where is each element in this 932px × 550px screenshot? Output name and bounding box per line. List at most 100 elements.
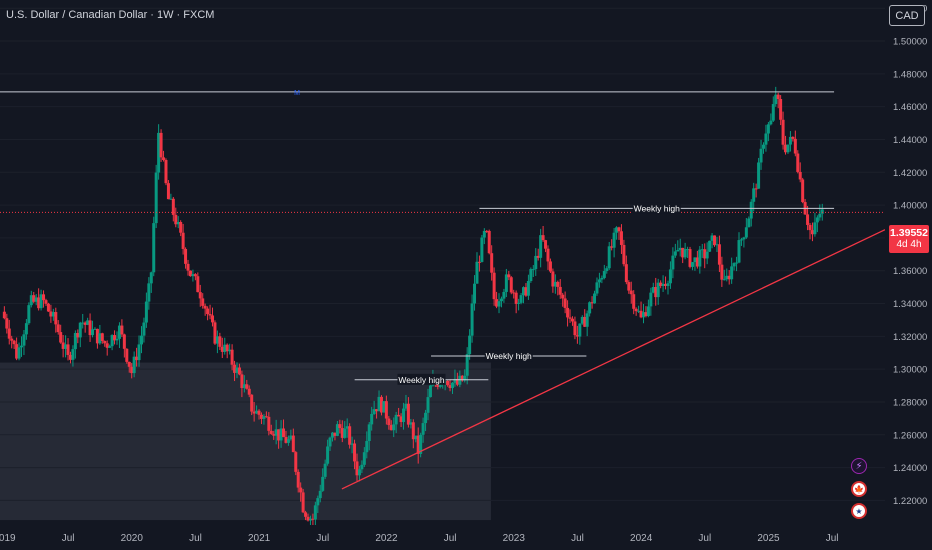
time-axis[interactable]: 2019 Jul 2020 Jul 2021 Jul 2022 Jul 2023 Jul 2024 J… — [0, 525, 885, 550]
candle-down — [166, 183, 170, 200]
currency-button[interactable]: CAD — [889, 5, 925, 26]
candle-up — [730, 266, 734, 280]
price-tick-label: 1.44000 — [893, 135, 927, 146]
candle-up — [615, 227, 619, 233]
candle-up — [350, 443, 354, 445]
candle-up — [330, 432, 334, 438]
candle-down — [406, 403, 410, 425]
flash-event-icon[interactable]: ⚡ — [851, 458, 867, 474]
candle-up — [526, 281, 530, 296]
level-label: Weekly high — [634, 203, 680, 213]
candle-up — [820, 209, 824, 214]
candle-up — [649, 292, 653, 307]
candle-up — [671, 255, 675, 270]
candle-down — [42, 294, 46, 301]
candle-up — [402, 408, 406, 423]
candle-down — [83, 322, 87, 325]
candle-down — [306, 516, 310, 521]
candle-up — [683, 249, 687, 258]
candle-down — [563, 298, 567, 308]
candle-up — [534, 255, 538, 270]
time-tick-label: 2020 — [121, 533, 144, 544]
candle-down — [113, 335, 117, 341]
candle-down — [218, 336, 222, 347]
price-tick-label: 1.32000 — [893, 332, 927, 343]
price-tick-label: 1.26000 — [893, 430, 927, 441]
price-axis[interactable]: 1.22000 1.24000 1.26000 1.28000 1.30000 1.320… — [885, 0, 932, 550]
candle-down — [695, 257, 699, 267]
candle-down — [416, 435, 420, 454]
candle-up — [749, 201, 753, 219]
candle-down — [49, 311, 53, 317]
candle-down — [492, 272, 496, 300]
candle-down — [575, 335, 579, 337]
candle-down — [544, 240, 548, 249]
candle-up — [742, 237, 746, 240]
candle-up — [600, 277, 604, 280]
candle-up — [690, 262, 694, 267]
candle-down — [54, 312, 58, 325]
candle-up — [453, 378, 457, 383]
candle-up — [147, 283, 151, 302]
candle-up — [29, 295, 33, 306]
current-price-label: 1.39552 — [890, 227, 928, 239]
candle-down — [120, 325, 124, 335]
candle-down — [203, 305, 207, 309]
candle-up — [818, 213, 822, 218]
price-tick-label: 1.36000 — [893, 266, 927, 277]
candle-down — [654, 286, 658, 298]
candle-up — [51, 312, 55, 317]
candle-down — [624, 264, 628, 283]
candle-down — [632, 294, 636, 309]
candle-down — [512, 292, 516, 294]
candle-up — [394, 414, 398, 425]
time-axis-bg — [0, 525, 885, 550]
candle-up — [93, 328, 97, 330]
us-flag-event-icon[interactable]: ★ — [851, 503, 867, 519]
candle-up — [497, 301, 501, 307]
candle-down — [375, 409, 379, 412]
price-tick-label: 1.40000 — [893, 201, 927, 212]
candle-up — [593, 293, 597, 304]
candle-down — [801, 179, 805, 203]
candle-down — [558, 286, 562, 295]
canada-flag-event-icon[interactable]: 🍁 — [851, 481, 867, 497]
candle-up — [335, 424, 339, 436]
candle-up — [365, 441, 369, 453]
candle-up — [242, 384, 246, 389]
candle-up — [607, 246, 611, 269]
candle-up — [132, 356, 136, 374]
candle-down — [659, 282, 663, 286]
candle-down — [2, 311, 6, 319]
candle-up — [228, 349, 232, 352]
candle-down — [37, 297, 41, 309]
candle-down — [213, 322, 217, 344]
candle-down — [436, 383, 440, 387]
candle-up — [732, 263, 736, 267]
candle-up — [115, 338, 119, 341]
time-tick-label: Jul — [62, 533, 75, 544]
candle-up — [73, 332, 77, 350]
candle-down — [568, 317, 572, 319]
candle-down — [791, 136, 795, 139]
candle-down — [754, 188, 758, 190]
candle-up — [539, 235, 543, 258]
candle-up — [137, 344, 141, 361]
candle-down — [460, 375, 464, 381]
candle-down — [269, 430, 273, 434]
candle-down — [340, 428, 344, 438]
candle-down — [355, 461, 359, 476]
candle-up — [91, 329, 95, 336]
candle-up — [279, 428, 283, 441]
time-tick-label: Jul — [571, 533, 584, 544]
candle-up — [502, 291, 506, 299]
chart-title: U.S. Dollar / Canadian Dollar · 1W · FXC… — [6, 9, 215, 21]
candle-up — [651, 286, 655, 293]
candle-up — [735, 262, 739, 264]
candle-down — [541, 235, 545, 241]
candle-up — [274, 429, 278, 436]
candle-down — [59, 332, 63, 343]
candle-down — [644, 312, 648, 317]
candle-up — [705, 251, 709, 259]
